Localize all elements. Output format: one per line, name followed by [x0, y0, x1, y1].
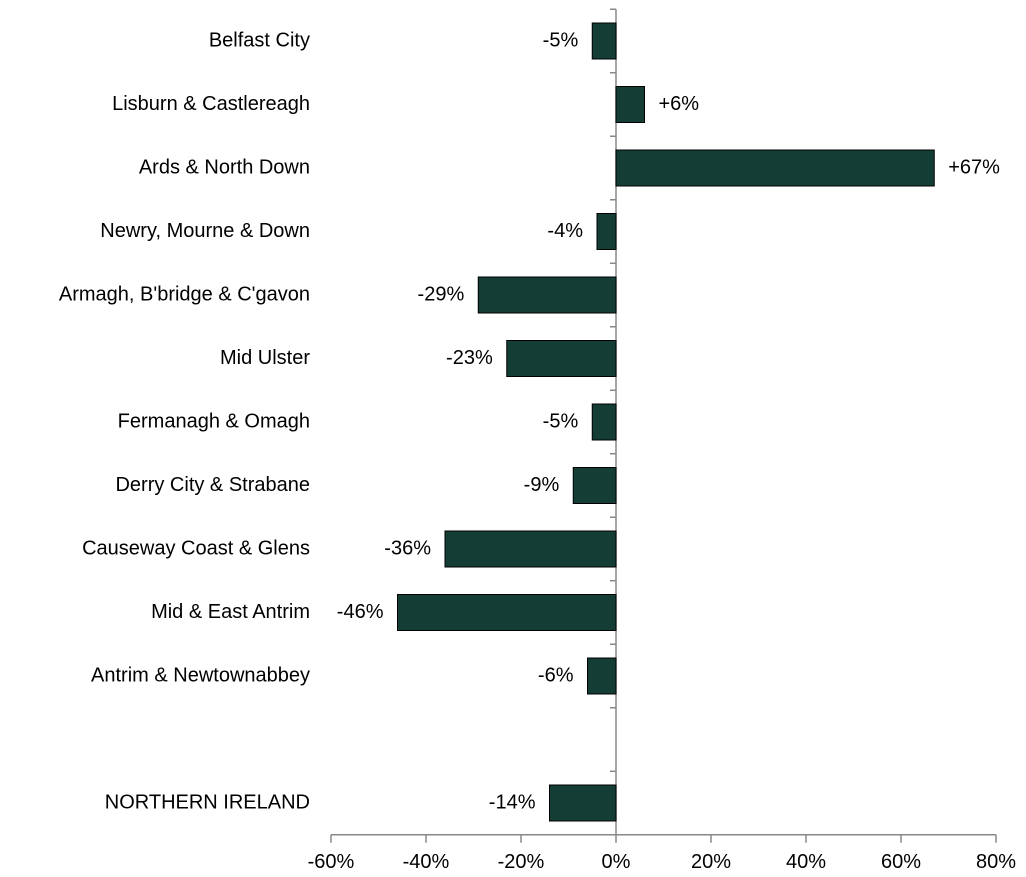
bar	[587, 657, 617, 695]
bar	[506, 340, 617, 377]
x-tick-label: -40%	[403, 851, 450, 873]
bar	[477, 276, 617, 314]
y-tick-label: Causeway Coast & Glens	[82, 537, 310, 559]
x-tick-label: 20%	[691, 851, 731, 873]
bar	[615, 149, 935, 187]
data-label: -4%	[547, 220, 583, 242]
bar	[591, 403, 617, 441]
bar	[615, 86, 645, 123]
x-tick-label: 80%	[976, 851, 1016, 873]
y-tick-label: Lisburn & Castlereagh	[112, 93, 310, 115]
data-label: -23%	[446, 347, 493, 369]
x-tick-label: 40%	[786, 851, 826, 873]
x-tick-label: -60%	[308, 851, 355, 873]
y-tick-label: Mid Ulster	[220, 347, 310, 369]
y-tick-label: Fermanagh & Omagh	[118, 410, 310, 432]
y-tick-label: NORTHERN IRELAND	[105, 791, 310, 813]
y-tick-label: Derry City & Strabane	[115, 474, 310, 496]
bar	[549, 784, 617, 822]
x-tick-label: -20%	[498, 851, 545, 873]
y-tick-label: Belfast City	[209, 29, 310, 51]
x-tick-label: 0%	[602, 851, 631, 873]
data-label: -9%	[524, 474, 560, 496]
data-label: -29%	[418, 283, 465, 305]
x-tick-label: 60%	[881, 851, 921, 873]
data-label: -6%	[538, 664, 574, 686]
y-tick-label: Newry, Mourne & Down	[100, 220, 310, 242]
data-label: +67%	[948, 156, 1000, 178]
y-tick-label: Armagh, B'bridge & C'gavon	[59, 283, 310, 305]
bar	[444, 530, 617, 568]
data-label: +6%	[659, 93, 700, 115]
data-label: -5%	[543, 29, 579, 51]
bar	[572, 467, 617, 504]
bar	[591, 22, 617, 60]
data-label: -5%	[543, 410, 579, 432]
y-tick-label: Antrim & Newtownabbey	[91, 664, 310, 686]
bar	[596, 213, 617, 250]
data-label: -36%	[384, 537, 431, 559]
data-label: -14%	[489, 791, 536, 813]
bar	[397, 594, 617, 631]
y-tick-label: Ards & North Down	[139, 156, 310, 178]
data-label: -46%	[337, 601, 384, 623]
y-tick-label: Mid & East Antrim	[151, 601, 310, 623]
